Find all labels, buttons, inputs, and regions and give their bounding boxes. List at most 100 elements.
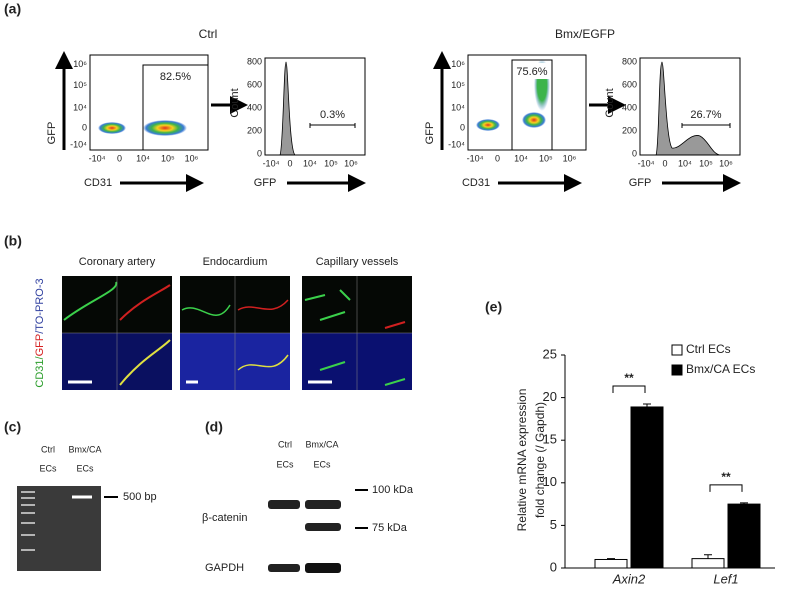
panel-label: (c) [4, 419, 21, 435]
lane-label: Bmx/CA [68, 444, 101, 454]
x-tick-label: 0 [287, 158, 292, 168]
x-tick-label: 10⁶ [185, 153, 199, 163]
gate-label-bg [157, 68, 194, 84]
y-tick-label: 5 [550, 517, 557, 532]
column-title: Coronary artery [79, 256, 156, 268]
x-tick-label: 10⁴ [678, 158, 692, 168]
y-tick-label: 20 [543, 389, 557, 404]
population [143, 120, 187, 136]
x-tick-label: -10⁴ [89, 153, 106, 163]
x-tick-label: Axin2 [612, 571, 646, 586]
y-tick-label: 600 [247, 79, 262, 89]
x-tick-label: 10⁶ [344, 158, 358, 168]
bar [630, 406, 664, 569]
histogram [643, 61, 721, 156]
axis-label: Count [229, 88, 241, 117]
lane-label: ECs [39, 463, 57, 473]
y-tick-label: 15 [543, 432, 557, 447]
axis-label: GFP [254, 177, 277, 189]
x-tick-label: 10⁴ [136, 153, 150, 163]
micrograph [180, 276, 290, 390]
x-tick-label: 10⁵ [324, 158, 338, 168]
axis-label: GFP [424, 122, 436, 145]
legend-label: Ctrl ECs [686, 342, 731, 356]
stain: GFP [34, 334, 46, 357]
x-tick-label: 0 [495, 153, 500, 163]
annotation: ** [721, 470, 731, 484]
y-tick-label: 400 [247, 102, 262, 112]
axis-label: GFP [46, 122, 58, 145]
y-tick-label: 800 [622, 56, 637, 66]
y-tick-label: 200 [622, 125, 637, 135]
bar [727, 503, 761, 569]
x-tick-label: -10⁴ [638, 158, 655, 168]
axis-label: CD31 [462, 177, 490, 189]
legend-swatch [671, 364, 683, 376]
population [98, 122, 126, 134]
lane-label: Ctrl [278, 439, 292, 449]
imaging: Coronary artery Endocardium Capillary ve… [34, 256, 412, 390]
column-title: Capillary vessels [316, 256, 399, 268]
y-tick-label: 400 [622, 102, 637, 112]
x-tick-label: 10⁴ [514, 153, 528, 163]
flow-title: Ctrl [199, 27, 218, 41]
significance-bracket [612, 385, 646, 393]
panel-label: (d) [205, 419, 223, 435]
lane-label: ECs [276, 459, 294, 469]
stain: CD31/ [34, 355, 46, 387]
error-bar [704, 554, 712, 559]
y-tick-label: 10⁶ [73, 59, 87, 69]
y-tick-label: 10 [543, 474, 557, 489]
x-tick-label: 10⁵ [161, 153, 175, 163]
micrograph [62, 276, 172, 390]
error-bar [643, 403, 651, 407]
y-axis-label: Relative mRNA expression [515, 389, 529, 532]
gate [309, 123, 356, 128]
population [476, 119, 500, 131]
panel-labels: (a) (b) (c) (d) (e) [4, 1, 502, 435]
western-blot: Ctrl ECs Bmx/CA ECs 100 kDa 75 kDa β-cat… [202, 439, 414, 574]
y-tick-label: 10⁶ [451, 59, 465, 69]
protein-label: β-catenin [202, 512, 247, 524]
stain: /TO-PRO-3 [34, 278, 46, 333]
micrograph [302, 276, 412, 390]
y-tick-label: 10⁵ [451, 80, 465, 90]
y-tick-label: 200 [247, 125, 262, 135]
x-tick-label: 10⁵ [539, 153, 553, 163]
axis-label: CD31 [84, 177, 112, 189]
flow-title: Bmx/EGFP [555, 27, 615, 41]
y-tick-label: 0 [257, 148, 262, 158]
x-tick-label: 0 [117, 153, 122, 163]
x-tick-label: Lef1 [713, 571, 738, 586]
x-tick-label: -10⁴ [263, 158, 280, 168]
lane-label: Bmx/CA [305, 439, 338, 449]
x-tick-label: 10⁴ [303, 158, 317, 168]
axis-label: GFP [629, 177, 652, 189]
gate [142, 64, 209, 151]
population [522, 112, 546, 128]
significance-bracket [709, 484, 743, 492]
x-tick-label: 0 [662, 158, 667, 168]
column-title: Endocardium [203, 256, 268, 268]
bar-chart: 0 5 10 15 20 25 Relative mRNA expression fold c… [515, 342, 775, 586]
marker-label: 500 bp [123, 491, 157, 503]
histogram [268, 61, 297, 156]
error-bar [740, 502, 748, 505]
y-tick-label: 10⁴ [73, 103, 87, 113]
y-tick-label: -10⁴ [70, 140, 87, 150]
gate-label-bg [514, 63, 550, 79]
gate-label: 0.3% [320, 109, 345, 121]
x-tick-label: -10⁴ [467, 153, 484, 163]
bar [691, 558, 725, 569]
legend-label: Bmx/CA ECs [686, 362, 755, 376]
y-tick-label: 0 [460, 123, 465, 133]
gate-label: 75.6% [516, 66, 547, 78]
panel-label: (a) [4, 1, 21, 17]
gate-label: 82.5% [160, 71, 191, 83]
bar [594, 558, 628, 569]
protein-label: GAPDH [205, 562, 244, 574]
y-tick-label: 10⁵ [73, 80, 87, 90]
gate [681, 123, 731, 128]
x-tick-label: 10⁶ [563, 153, 577, 163]
